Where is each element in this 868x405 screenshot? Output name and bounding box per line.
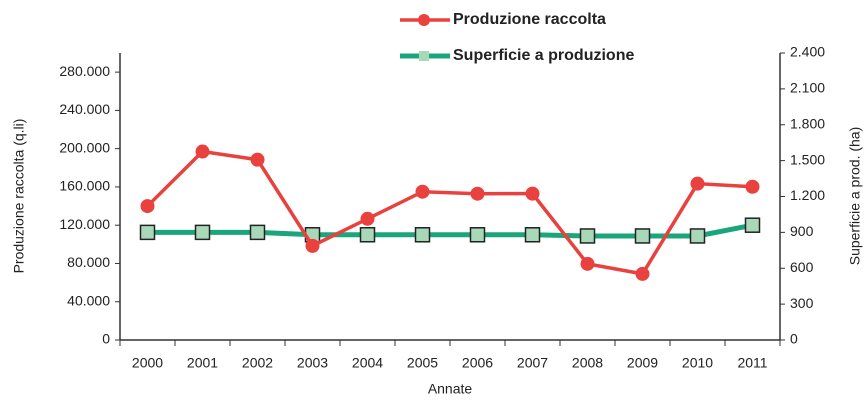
y-tick-label: 120.000: [59, 216, 110, 232]
x-tick-label: 2010: [682, 355, 713, 371]
marker: [139, 224, 156, 241]
marker: [690, 176, 705, 191]
marker: [525, 186, 540, 201]
y2-tick-label: 0: [790, 331, 798, 347]
marker: [359, 227, 376, 243]
marker: [579, 228, 596, 244]
y2-tick-label: 1.500: [790, 151, 825, 167]
legend-label: Produzione raccolta: [453, 11, 606, 28]
marker: [689, 228, 706, 244]
marker: [580, 256, 595, 271]
y-tick-label: 240.000: [59, 101, 110, 117]
x-axis-title: Annate: [428, 381, 473, 397]
marker: [469, 227, 486, 243]
y2-tick-label: 1.800: [790, 115, 825, 131]
x-tick-label: 2004: [352, 355, 383, 371]
y-tick-label: 200.000: [59, 139, 110, 155]
marker: [250, 152, 265, 167]
x-tick-label: 2009: [627, 355, 658, 371]
y2-tick-label: 2.400: [790, 44, 825, 60]
y2-tick-label: 1.200: [790, 187, 825, 203]
marker: [305, 238, 320, 253]
series-line: [147, 222, 753, 239]
y2-tick-label: 600: [790, 259, 814, 275]
x-tick-label: 2002: [242, 355, 273, 371]
marker: [635, 266, 650, 281]
x-tick-label: 2008: [572, 355, 603, 371]
marker: [634, 228, 651, 244]
marker: [249, 224, 266, 241]
marker: [415, 184, 430, 199]
y2-axis-title: Superficie a prod. (ha): [847, 127, 863, 266]
legend-marker: [418, 14, 430, 26]
marker: [414, 227, 431, 243]
x-tick-label: 2005: [407, 355, 438, 371]
y2-tick-label: 300: [790, 295, 814, 311]
x-tick-label: 2001: [187, 355, 218, 371]
marker: [194, 224, 211, 241]
y-tick-label: 40.000: [67, 292, 110, 308]
y-tick-label: 80.000: [67, 254, 110, 270]
marker: [140, 199, 155, 214]
x-tick-label: 2006: [462, 355, 493, 371]
x-tick-label: 2003: [297, 355, 328, 371]
legend-label: Superficie a produzione: [453, 47, 634, 64]
y-tick-label: 280.000: [59, 63, 110, 79]
legend-marker: [419, 51, 429, 61]
marker: [195, 144, 210, 159]
y-tick-label: 0: [102, 331, 110, 347]
marker: [744, 217, 761, 233]
y-tick-label: 160.000: [59, 178, 110, 194]
x-tick-label: 2007: [517, 355, 548, 371]
marker: [470, 186, 485, 201]
y2-tick-label: 2.100: [790, 80, 825, 96]
y-axis-title: Produzione raccolta (q.li): [11, 119, 27, 274]
series-line: [146, 149, 753, 276]
marker: [745, 179, 760, 194]
y2-tick-label: 900: [790, 223, 814, 239]
marker: [524, 227, 541, 243]
x-tick-label: 2011: [737, 355, 767, 371]
marker: [360, 211, 375, 226]
x-tick-label: 2000: [132, 355, 163, 371]
